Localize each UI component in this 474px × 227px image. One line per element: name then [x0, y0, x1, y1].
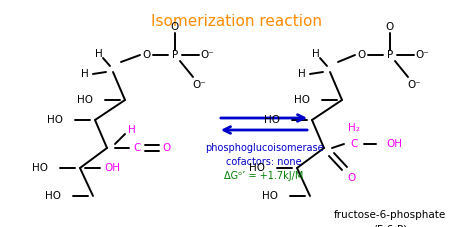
Text: HO: HO — [45, 191, 61, 201]
Text: O: O — [386, 22, 394, 32]
Text: H: H — [312, 49, 320, 59]
Text: O⁻: O⁻ — [407, 80, 421, 90]
Text: O: O — [358, 50, 366, 60]
Text: fructose-6-phosphate
(F-6-P): fructose-6-phosphate (F-6-P) — [334, 210, 446, 227]
Text: HO: HO — [249, 163, 265, 173]
Text: HO: HO — [294, 95, 310, 105]
Text: H: H — [95, 49, 103, 59]
Text: cofactors: none: cofactors: none — [226, 157, 302, 167]
Text: O: O — [143, 50, 151, 60]
Text: HO: HO — [77, 95, 93, 105]
Text: H: H — [128, 125, 136, 135]
Text: O: O — [348, 173, 356, 183]
Text: O⁻: O⁻ — [192, 80, 206, 90]
Text: H: H — [81, 69, 89, 79]
Text: H: H — [298, 69, 306, 79]
Text: phosphoglucoisomerase: phosphoglucoisomerase — [205, 143, 323, 153]
Text: HO: HO — [262, 191, 278, 201]
Text: P: P — [172, 50, 178, 60]
Text: H₂: H₂ — [348, 123, 360, 133]
Text: P: P — [387, 50, 393, 60]
Text: O⁻: O⁻ — [200, 50, 214, 60]
Text: OH: OH — [104, 163, 120, 173]
Text: HO: HO — [32, 163, 48, 173]
Text: O: O — [171, 22, 179, 32]
Text: Isomerization reaction: Isomerization reaction — [152, 14, 322, 29]
Text: O: O — [163, 143, 171, 153]
Text: C: C — [133, 143, 141, 153]
Text: OH: OH — [386, 139, 402, 149]
Text: HO: HO — [264, 115, 280, 125]
Text: O⁻: O⁻ — [415, 50, 429, 60]
Text: C: C — [350, 139, 358, 149]
Text: HO: HO — [47, 115, 63, 125]
Text: ΔGᵒ’ = +1.7kJ/M: ΔGᵒ’ = +1.7kJ/M — [224, 171, 304, 181]
